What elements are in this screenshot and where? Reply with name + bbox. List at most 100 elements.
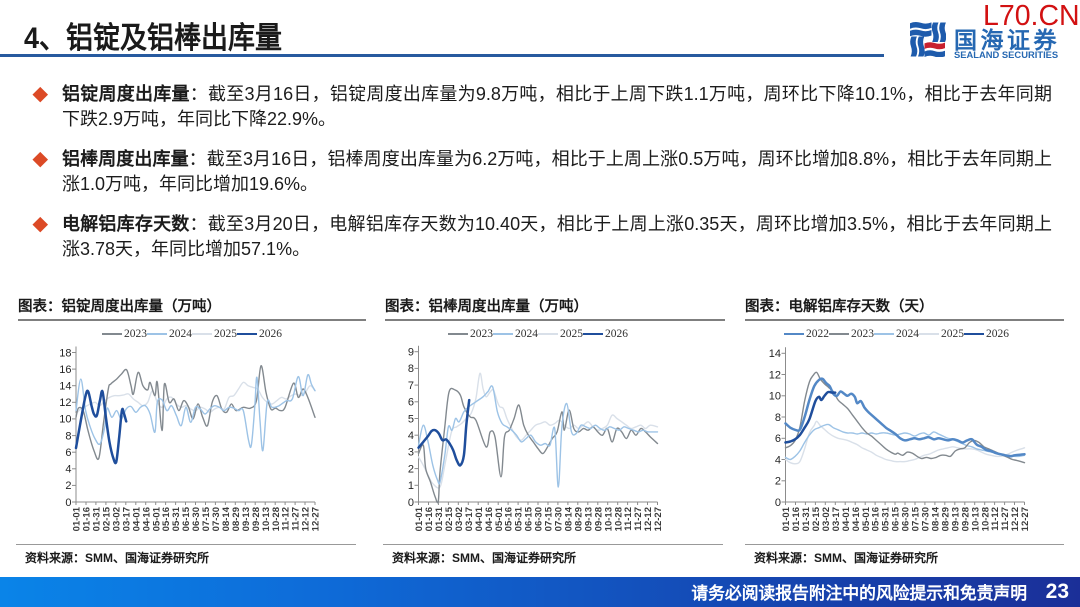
- svg-text:2: 2: [65, 480, 71, 492]
- svg-text:03-02: 03-02: [111, 507, 122, 531]
- svg-text:09-28: 09-28: [593, 507, 604, 531]
- svg-text:03-02: 03-02: [454, 507, 465, 531]
- svg-text:06-30: 06-30: [191, 507, 202, 531]
- svg-text:09-13: 09-13: [950, 507, 961, 531]
- svg-text:12-27: 12-27: [311, 507, 322, 531]
- svg-text:07-30: 07-30: [554, 507, 565, 531]
- svg-text:10-28: 10-28: [980, 507, 991, 531]
- svg-text:08-29: 08-29: [940, 507, 951, 531]
- svg-text:04-01: 04-01: [131, 506, 142, 531]
- svg-text:07-30: 07-30: [211, 507, 222, 531]
- svg-text:11-12: 11-12: [623, 507, 634, 531]
- svg-text:10-28: 10-28: [271, 507, 282, 531]
- svg-text:03-17: 03-17: [831, 507, 842, 531]
- svg-text:7: 7: [408, 380, 414, 392]
- svg-text:06-15: 06-15: [181, 506, 192, 531]
- svg-text:14: 14: [59, 381, 71, 393]
- svg-text:3: 3: [408, 447, 414, 459]
- svg-text:12: 12: [59, 397, 71, 409]
- svg-text:03-17: 03-17: [464, 507, 475, 531]
- svg-text:05-16: 05-16: [871, 507, 882, 531]
- svg-text:18: 18: [59, 347, 71, 359]
- svg-text:05-01: 05-01: [861, 506, 872, 531]
- svg-text:03-02: 03-02: [821, 507, 832, 531]
- svg-text:11-27: 11-27: [633, 507, 644, 531]
- svg-text:12-27: 12-27: [653, 507, 664, 531]
- svg-text:08-14: 08-14: [931, 506, 942, 531]
- svg-text:01-31: 01-31: [434, 506, 445, 531]
- svg-text:01-01: 01-01: [72, 506, 83, 531]
- svg-text:09-28: 09-28: [251, 507, 262, 531]
- svg-text:01-31: 01-31: [801, 506, 812, 531]
- svg-text:6: 6: [65, 447, 71, 459]
- svg-text:05-16: 05-16: [161, 507, 172, 531]
- svg-text:03-17: 03-17: [121, 507, 132, 531]
- svg-text:4: 4: [65, 464, 71, 476]
- svg-text:10-13: 10-13: [970, 507, 981, 531]
- svg-text:07-15: 07-15: [544, 506, 555, 531]
- svg-text:05-31: 05-31: [881, 506, 892, 531]
- svg-text:10: 10: [769, 391, 781, 403]
- svg-text:12-12: 12-12: [301, 507, 312, 531]
- svg-text:10-28: 10-28: [613, 507, 624, 531]
- svg-text:05-31: 05-31: [171, 506, 182, 531]
- svg-text:04-01: 04-01: [474, 506, 485, 531]
- svg-text:01-31: 01-31: [92, 506, 103, 531]
- svg-text:10-13: 10-13: [603, 507, 614, 531]
- svg-text:14: 14: [769, 348, 781, 360]
- svg-text:04-16: 04-16: [484, 507, 495, 531]
- svg-text:01-16: 01-16: [791, 507, 802, 531]
- svg-text:05-31: 05-31: [514, 506, 525, 531]
- svg-text:06-15: 06-15: [891, 506, 902, 531]
- svg-text:04-16: 04-16: [851, 507, 862, 531]
- svg-text:16: 16: [59, 364, 71, 376]
- svg-text:08-29: 08-29: [573, 507, 584, 531]
- svg-text:12-12: 12-12: [1010, 507, 1021, 531]
- svg-text:01-16: 01-16: [82, 507, 93, 531]
- svg-text:09-13: 09-13: [241, 507, 252, 531]
- svg-text:10: 10: [59, 414, 71, 426]
- svg-text:6: 6: [775, 433, 781, 445]
- svg-text:0: 0: [775, 497, 781, 509]
- svg-text:07-15: 07-15: [201, 506, 212, 531]
- svg-text:01-16: 01-16: [424, 507, 435, 531]
- svg-text:8: 8: [65, 430, 71, 442]
- svg-text:9: 9: [408, 347, 414, 359]
- svg-text:11-27: 11-27: [1000, 507, 1011, 531]
- svg-text:04-01: 04-01: [841, 506, 852, 531]
- svg-text:04-16: 04-16: [141, 507, 152, 531]
- svg-text:05-01: 05-01: [151, 506, 162, 531]
- svg-text:06-30: 06-30: [534, 507, 545, 531]
- svg-text:06-30: 06-30: [901, 507, 912, 531]
- svg-text:12-27: 12-27: [1020, 507, 1031, 531]
- svg-text:4: 4: [408, 430, 414, 442]
- svg-text:02-15: 02-15: [102, 506, 113, 531]
- svg-text:12: 12: [769, 369, 781, 381]
- svg-text:07-30: 07-30: [921, 507, 932, 531]
- svg-text:8: 8: [408, 363, 414, 375]
- svg-text:0: 0: [65, 497, 71, 509]
- svg-text:09-28: 09-28: [960, 507, 971, 531]
- svg-text:5: 5: [408, 413, 414, 425]
- svg-text:08-14: 08-14: [564, 506, 575, 531]
- svg-text:2: 2: [775, 476, 781, 488]
- svg-text:1: 1: [408, 480, 414, 492]
- svg-text:05-16: 05-16: [504, 507, 515, 531]
- svg-text:11-12: 11-12: [990, 507, 1001, 531]
- svg-text:4: 4: [775, 454, 781, 466]
- svg-text:06-15: 06-15: [524, 506, 535, 531]
- svg-text:0: 0: [408, 497, 414, 509]
- svg-text:10-13: 10-13: [261, 507, 272, 531]
- svg-text:01-01: 01-01: [781, 506, 792, 531]
- svg-text:12-12: 12-12: [643, 507, 654, 531]
- svg-text:08-29: 08-29: [231, 507, 242, 531]
- svg-text:05-01: 05-01: [494, 506, 505, 531]
- svg-text:01-01: 01-01: [414, 506, 425, 531]
- svg-text:11-27: 11-27: [291, 507, 302, 531]
- svg-text:2: 2: [408, 463, 414, 475]
- svg-text:8: 8: [775, 412, 781, 424]
- svg-text:09-13: 09-13: [583, 507, 594, 531]
- svg-text:6: 6: [408, 397, 414, 409]
- svg-text:02-15: 02-15: [811, 506, 822, 531]
- svg-text:08-14: 08-14: [221, 506, 232, 531]
